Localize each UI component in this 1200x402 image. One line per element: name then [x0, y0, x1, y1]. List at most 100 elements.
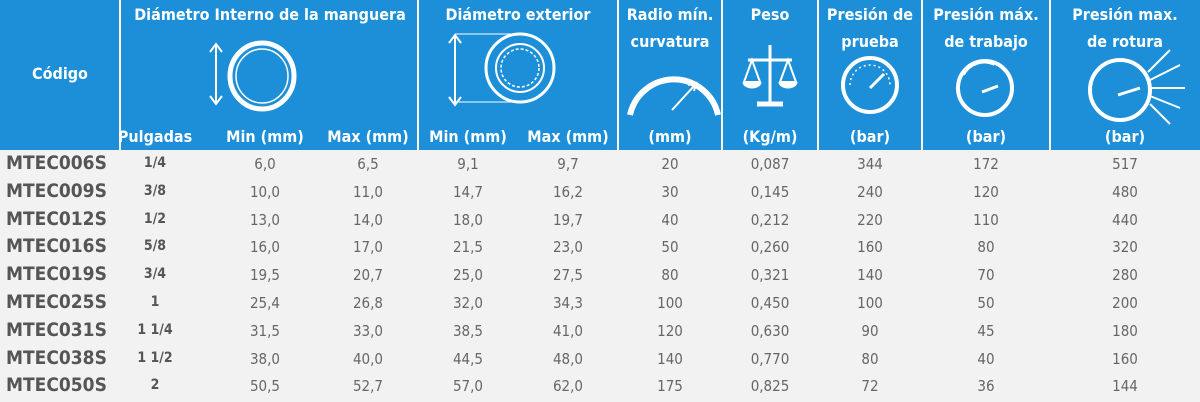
header-code: Código: [32, 64, 88, 83]
cell: 18,0: [452, 210, 484, 229]
cell: 144: [1112, 377, 1138, 396]
product-code: MTEC006S: [6, 152, 107, 174]
cell: 3/8: [143, 182, 167, 199]
burst-pressure-icon: [1088, 49, 1185, 125]
cell: 160: [1112, 349, 1138, 368]
cell: 120: [657, 321, 683, 340]
table-header: [0, 0, 1200, 150]
cell: 36: [977, 377, 995, 396]
column-title: curvatura: [630, 32, 710, 51]
cell: 200: [1112, 294, 1138, 312]
column-title: Presión de: [826, 5, 914, 24]
cell: 440: [1112, 210, 1138, 229]
cell: 0,087: [750, 155, 790, 173]
cell: 0,212: [750, 210, 790, 229]
cell: 14,7: [452, 182, 484, 201]
cell: 30: [661, 182, 679, 201]
cell: 57,0: [452, 377, 484, 396]
cell: 40: [661, 210, 679, 229]
cell: 6,0: [254, 155, 276, 173]
column-unit: (bar): [849, 127, 891, 146]
cell: 27,5: [552, 266, 584, 285]
cell: 10,0: [249, 182, 281, 201]
cell: 16,0: [249, 238, 281, 257]
cell: 2: [150, 377, 160, 394]
cell: 48,0: [552, 349, 584, 368]
cell: 44,5: [452, 349, 484, 368]
cell: 100: [857, 294, 883, 312]
column-title: Radio mín.: [626, 5, 714, 24]
column-unit: (bar): [965, 127, 1007, 146]
cell: 72: [861, 377, 879, 396]
cell: 320: [1112, 238, 1138, 257]
column-title: de trabajo: [944, 32, 1028, 51]
cell: 1/4: [143, 155, 167, 171]
cell: 140: [857, 266, 883, 285]
test-pressure-icon: [841, 56, 899, 114]
cell: 14,0: [352, 210, 384, 229]
cell: 70: [977, 266, 995, 285]
cell: 480: [1112, 182, 1138, 201]
cell: 120: [973, 182, 999, 201]
cell: 0,630: [750, 321, 790, 340]
product-code: MTEC038S: [6, 346, 107, 369]
cell: 172: [973, 155, 999, 173]
cell: 20: [661, 155, 679, 173]
column-title: de rotura: [1086, 32, 1164, 51]
cell: 34,3: [552, 294, 584, 312]
column-unit: (Kg/m): [742, 127, 798, 146]
cell: 19,7: [552, 210, 584, 229]
column-unit: Min (mm): [429, 127, 507, 146]
cell: 33,0: [352, 321, 384, 340]
cell: 23,0: [552, 238, 584, 257]
cell: 17,0: [352, 238, 384, 257]
column-unit: Max (mm): [327, 127, 409, 146]
cell: 80: [661, 266, 679, 285]
cell: 175: [657, 377, 683, 396]
cell: 11,0: [352, 182, 384, 201]
cell: 1 1/4: [137, 321, 173, 338]
column-title: Diámetro Interno de la manguera: [134, 5, 406, 24]
column-unit: Max (mm): [527, 127, 609, 146]
outer-diameter-icon: [448, 32, 556, 107]
cell: 20,7: [352, 266, 384, 285]
cell: 50: [661, 238, 679, 257]
cell: 0,825: [750, 377, 790, 396]
cell: 41,0: [552, 321, 584, 340]
bend-radius-icon: [627, 76, 721, 116]
cell: 280: [1112, 266, 1138, 285]
column-title: Peso: [750, 5, 790, 24]
header-icons: [119, 0, 1185, 150]
column-unit: (mm): [648, 127, 692, 146]
weight-icon: [742, 45, 798, 107]
cell: 25,4: [249, 294, 281, 312]
product-code: MTEC016S: [6, 235, 107, 258]
cell: 1 1/2: [137, 349, 173, 366]
cell: 80: [977, 238, 995, 257]
product-code: MTEC012S: [6, 207, 107, 230]
cell: 1/2: [143, 210, 167, 227]
cell: 13,0: [249, 210, 281, 229]
column-unit: Pulgadas: [117, 127, 193, 146]
column-title: Presión máx.: [933, 5, 1039, 24]
cell: 38,5: [452, 321, 484, 340]
cell: 240: [857, 182, 883, 201]
cell: 0,260: [750, 238, 790, 257]
cell: 344: [857, 155, 883, 173]
cell: 6,5: [357, 155, 379, 173]
cell: 517: [1112, 155, 1138, 173]
cell: 32,0: [452, 294, 484, 312]
cell: 140: [657, 349, 683, 368]
cell: 0,450: [750, 294, 790, 312]
cell: 52,7: [352, 377, 384, 396]
inner-diameter-icon: [209, 40, 297, 112]
cell: 40,0: [352, 349, 384, 368]
column-title: Presión max.: [1072, 5, 1178, 24]
cell: 110: [973, 210, 999, 229]
cell: 26,8: [352, 294, 384, 312]
product-code: MTEC019S: [6, 263, 107, 286]
product-code: MTEC025S: [6, 291, 107, 313]
cell: 50: [977, 294, 995, 312]
cell: 100: [657, 294, 683, 312]
